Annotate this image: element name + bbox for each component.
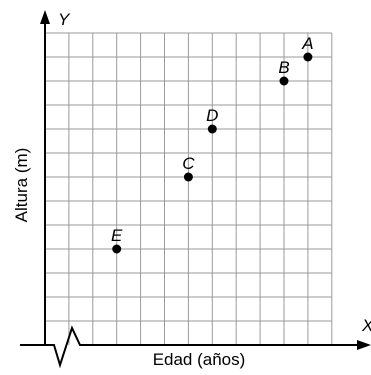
point-label-b: B	[278, 58, 289, 77]
point-label-a: A	[301, 34, 313, 53]
data-points: AB D C E	[111, 34, 314, 254]
x-axis-letter: X	[361, 316, 371, 335]
y-axis-letter: Y	[58, 10, 71, 29]
point-d	[207, 124, 217, 134]
y-axis-arrow-icon	[40, 10, 50, 24]
point-a	[303, 52, 313, 62]
point-label-e: E	[111, 226, 123, 245]
point-label-c: C	[182, 154, 195, 173]
point-b	[279, 76, 289, 86]
x-axis-title: Edad (años)	[153, 350, 246, 369]
y-axis-title: Altura (m)	[12, 148, 31, 223]
x-axis-arrow-icon	[357, 340, 371, 350]
point-c	[183, 172, 193, 182]
x-axis-with-break	[20, 325, 362, 369]
point-label-d: D	[206, 106, 218, 125]
axes	[20, 10, 371, 369]
point-e	[112, 244, 122, 254]
grid	[45, 32, 333, 345]
